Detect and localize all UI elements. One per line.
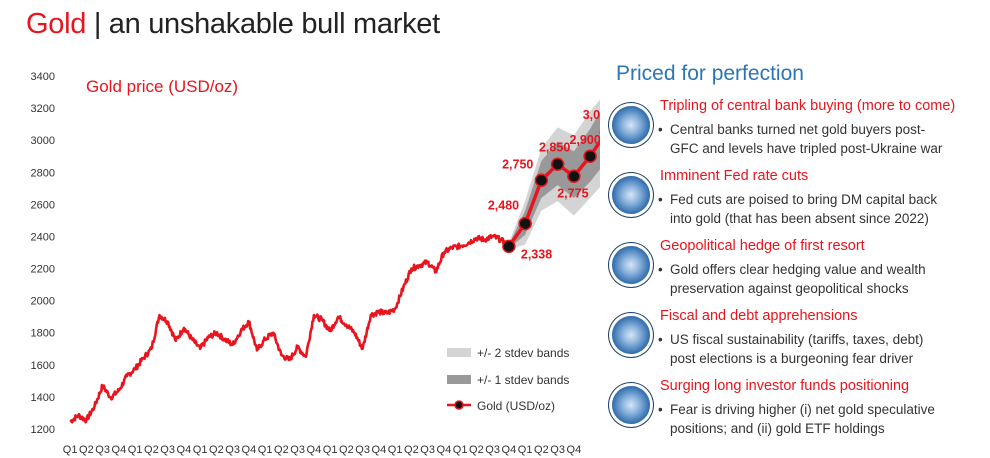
x-tick-label: Q3 <box>290 444 305 456</box>
x-tick-label: Q3 <box>550 444 565 456</box>
legend: +/- 2 stdev bands +/- 1 stdev bands Gold… <box>447 346 569 413</box>
y-tick-label: 2600 <box>31 199 55 211</box>
y-tick-label: 2800 <box>31 167 55 179</box>
x-tick-label: Q1 <box>258 444 273 456</box>
forecast-label: 2,850 <box>539 140 570 154</box>
y-tick-label: 2000 <box>31 296 55 308</box>
x-tick-label: Q1 <box>453 444 468 456</box>
y-tick-label: 1800 <box>31 328 55 340</box>
x-tick-label: Q3 <box>355 444 370 456</box>
forecast-point <box>567 169 581 184</box>
driver-text: • US fiscal sustainability (tariffs, taxe… <box>658 332 924 366</box>
forecast-label: 2,338 <box>521 247 552 261</box>
x-tick-label: Q3 <box>485 444 500 456</box>
forecast-label: 3,050 <box>583 108 600 122</box>
chart-title: Gold price (USD/oz) <box>86 77 238 96</box>
legend-swatch-2sd <box>447 348 471 357</box>
band-1-stdev <box>508 111 600 249</box>
x-tick-label: Q2 <box>469 444 484 456</box>
driver-text: • Central banks turned net gold buyers po… <box>658 122 943 156</box>
y-tick-label: 1400 <box>31 392 55 404</box>
x-tick-label: Q3 <box>160 444 175 456</box>
sphere-bullet-icon <box>612 176 650 214</box>
forecast-label: 2,775 <box>557 186 588 200</box>
driver-heading: Geopolitical hedge of first resort <box>660 238 865 254</box>
x-tick-label: Q1 <box>518 444 533 456</box>
forecast-point <box>502 239 516 254</box>
sphere-bullet-icon <box>612 316 650 354</box>
forecast-point <box>550 157 565 171</box>
x-tick-label: Q4 <box>567 444 582 456</box>
driver-heading: Tripling of central bank buying (more to… <box>660 98 956 114</box>
y-tick-label: 1200 <box>31 424 55 436</box>
x-tick-label: Q3 <box>225 444 240 456</box>
sphere-bullet-icon <box>612 386 650 424</box>
y-tick-label: 2200 <box>31 264 55 276</box>
driver-heading: Imminent Fed rate cuts <box>660 168 809 184</box>
driver-item: Surging long investor funds positioning … <box>604 378 988 448</box>
stdev-bands <box>508 99 600 250</box>
slide-title: Gold | an unshakable bull market <box>26 8 440 41</box>
x-tick-label: Q4 <box>307 444 322 456</box>
priced-for-perfection-panel: Priced for perfection Tripling of centra… <box>604 62 988 448</box>
x-tick-label: Q2 <box>274 444 289 456</box>
x-tick-label: Q4 <box>242 444 257 456</box>
legend-label-1sd: +/- 1 stdev bands <box>477 373 569 387</box>
x-axis-labels: Q1 Q2 Q3 Q4 Q1 Q2 Q3 Q4 Q1 Q2 Q3 Q4 Q1 Q2 Q3 Q4 Q1 Q2 Q3 Q4… <box>63 444 581 456</box>
x-tick-label: Q2 <box>209 444 224 456</box>
sphere-bullet-icon <box>612 106 650 144</box>
legend-label-gold: Gold (USD/oz) <box>477 399 555 413</box>
x-tick-label: Q4 <box>177 444 192 456</box>
driver-item: Fiscal and debt apprehensions • US fiscal… <box>604 308 988 378</box>
driver-text: • Gold offers clear hedging value and wea… <box>658 262 926 296</box>
y-axis-labels: 1200 1400 1600 1800 2000 2200 2400 2600 2800 3000… <box>31 71 55 436</box>
x-tick-label: Q1 <box>63 444 78 456</box>
driver-heading: Fiscal and debt apprehensions <box>660 308 858 324</box>
x-tick-label: Q4 <box>372 444 387 456</box>
gold-history-line <box>69 233 510 424</box>
x-tick-label: Q3 <box>420 444 435 456</box>
x-tick-label: Q2 <box>144 444 159 456</box>
y-tick-label: 1600 <box>31 360 55 372</box>
forecast-label: 2,750 <box>502 157 533 171</box>
gold-price-chart: 2,338 2,480 2,750 2,850 2,775 2,900 3,050 1200… <box>31 71 600 456</box>
x-tick-label: Q1 <box>323 444 338 456</box>
panel-title: Priced for perfection <box>616 62 804 85</box>
x-tick-label: Q2 <box>79 444 94 456</box>
driver-item: Tripling of central bank buying (more to… <box>604 98 988 168</box>
forecast-point <box>583 149 597 163</box>
title-rest: | an unshakable bull market <box>86 8 440 40</box>
legend-swatch-1sd <box>447 375 471 384</box>
sphere-bullet-icon <box>612 246 650 284</box>
y-tick-label: 3400 <box>31 71 55 83</box>
forecast-point <box>518 216 532 231</box>
legend-label-2sd: +/- 2 stdev bands <box>477 346 569 360</box>
driver-item: Imminent Fed rate cuts • Fed cuts are poi… <box>604 168 988 238</box>
y-tick-label: 2400 <box>31 231 55 243</box>
x-tick-label: Q2 <box>339 444 354 456</box>
x-tick-label: Q4 <box>502 444 517 456</box>
x-tick-label: Q1 <box>193 444 208 456</box>
driver-item: Geopolitical hedge of first resort • Gold… <box>604 238 988 308</box>
x-tick-label: Q4 <box>437 444 452 456</box>
forecast-label: 2,900 <box>569 133 600 147</box>
x-tick-label: Q2 <box>534 444 549 456</box>
forecast-label: 2,480 <box>488 199 519 213</box>
x-tick-label: Q3 <box>95 444 110 456</box>
driver-text: • Fed cuts are poised to bring DM capital… <box>658 192 938 226</box>
driver-text: • Fear is driving higher (i) net gold spe… <box>658 402 935 436</box>
x-tick-label: Q1 <box>388 444 403 456</box>
legend-swatch-gold-marker <box>454 400 464 410</box>
y-tick-label: 3000 <box>31 135 55 147</box>
forecast-points: 2,338 2,480 2,750 2,850 2,775 2,900 3,050 <box>488 108 600 261</box>
y-tick-label: 3200 <box>31 103 55 115</box>
x-tick-label: Q1 <box>128 444 143 456</box>
x-tick-label: Q4 <box>112 444 127 456</box>
driver-heading: Surging long investor funds positioning <box>660 378 910 394</box>
x-tick-label: Q2 <box>404 444 419 456</box>
title-accent: Gold <box>26 8 87 40</box>
forecast-point <box>534 173 549 188</box>
